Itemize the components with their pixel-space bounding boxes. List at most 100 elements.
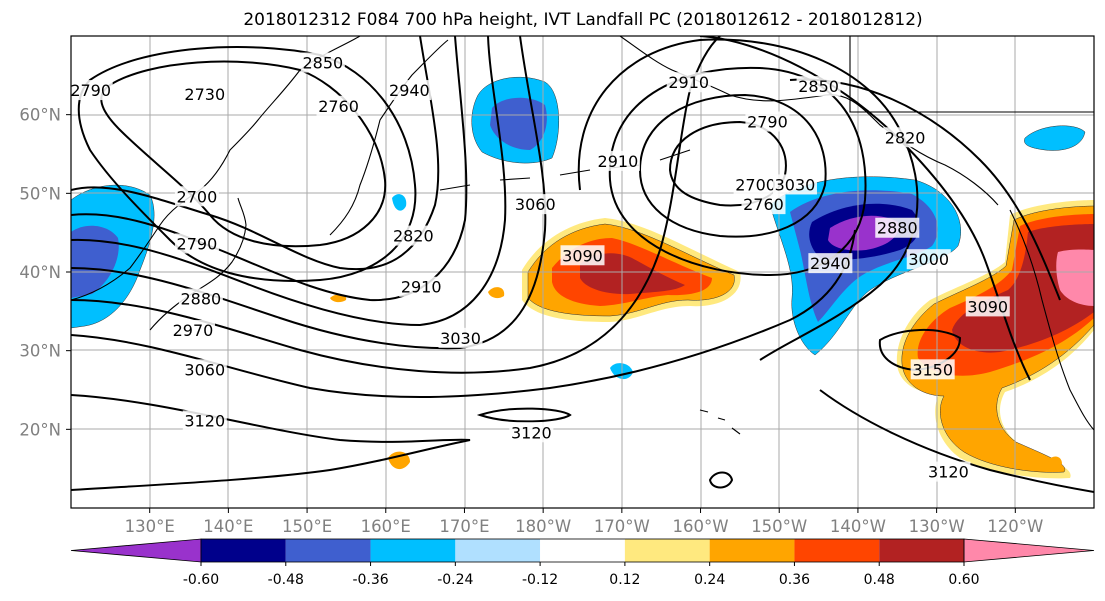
contour-label-bg: [883, 127, 928, 148]
contour-label-bg: [182, 359, 227, 380]
colorbar-tick-label: 0.48: [864, 572, 895, 588]
colorbar-segment: [879, 539, 964, 562]
ivt-positive-region: [1048, 456, 1062, 467]
contour-label: 3060: [515, 195, 556, 214]
contour-label-bg: [182, 84, 227, 104]
map-area: 2790 2730 2850 2760 2940 2700 2790 2880 2970 2820…: [70, 36, 1094, 508]
lon-tick-label: 150°E: [282, 517, 332, 536]
colorbar-segment: [794, 539, 880, 562]
lat-tick-label: 50°N: [19, 184, 61, 203]
contour-label: 2880: [877, 219, 918, 238]
colorbar-segment: [285, 539, 371, 562]
lat-tick-label: 60°N: [19, 106, 61, 125]
contour-label: 2850: [798, 77, 839, 96]
colorbar-tick-label: -0.12: [522, 572, 558, 588]
hawaii-islands: [699, 409, 741, 435]
contour-label: 2910: [401, 278, 442, 297]
lon-tick-label: 160°W: [673, 517, 729, 536]
colorbar-tick-label: 0.24: [694, 572, 725, 588]
contour-label-bg: [316, 95, 361, 116]
ivt-negative-region: [392, 194, 407, 211]
contour-label-bg: [808, 253, 853, 274]
contour-label-bg: [906, 249, 951, 270]
canada-border: [849, 36, 1094, 113]
contour-label: 2790: [70, 81, 111, 100]
contour-label: 3060: [184, 360, 225, 379]
contour-label-bg: [391, 225, 436, 246]
height-contour: [789, 78, 1061, 301]
ivt-positive-region: [388, 451, 410, 470]
contour-label: 2940: [389, 81, 430, 100]
contour-label-bg: [170, 320, 215, 340]
contour-label: 2790: [177, 234, 218, 253]
contour-label: 2850: [302, 54, 343, 73]
contour-label: 2760: [743, 195, 784, 214]
lat-tick-label: 20°N: [19, 420, 61, 439]
contour-label-bg: [174, 233, 219, 254]
contour-label: 3120: [928, 463, 969, 482]
height-contour: [71, 36, 507, 327]
colorbar-segment: [201, 539, 286, 562]
contour-label-bg: [796, 76, 841, 97]
longitude-labels: 130°E 140°E 150°E 160°E 170°E 180°W 170°W 160°W…: [125, 508, 1043, 536]
ivt-shading: [71, 76, 1094, 479]
height-contour: [878, 329, 962, 372]
ivt-positive-region: [580, 253, 685, 295]
colorbar-frame: [200, 538, 965, 563]
colorbar: -0.60 -0.48 -0.36 -0.24 -0.12 0.12 0.24 0.36 0.4…: [70, 538, 1095, 588]
contour-label: 2820: [885, 128, 926, 147]
lon-tick-label: 130°W: [909, 517, 965, 536]
lon-tick-label: 140°W: [830, 517, 886, 536]
asia-coastline: [71, 36, 361, 301]
colorbar-tick-label: 0.36: [779, 572, 810, 588]
contour-label-bg: [509, 422, 554, 443]
height-contour: [638, 93, 827, 238]
height-contour: [100, 60, 387, 248]
lat-tick-label: 30°N: [19, 342, 61, 361]
lon-tick-label: 150°W: [751, 517, 807, 536]
height-contour: [577, 38, 919, 361]
height-contour: [476, 407, 572, 423]
contour-label-bg: [741, 194, 786, 215]
contour-label-bg: [182, 410, 227, 431]
colorbar-tick-label: -0.36: [352, 572, 388, 588]
ivt-positive-region: [330, 294, 347, 303]
height-contour: [77, 46, 417, 282]
lon-tick-label: 160°E: [361, 517, 411, 536]
contour-label-bg: [399, 276, 444, 297]
lon-tick-label: 170°E: [439, 517, 489, 536]
kamchatka-coastline: [329, 39, 449, 236]
contour-label: 3120: [184, 411, 225, 430]
contour-label-bg: [71, 80, 113, 101]
contour-label-bg: [387, 80, 432, 101]
contour-label-bg: [666, 72, 711, 93]
colorbar-segment: [370, 539, 456, 562]
colorbar-extend-low: [70, 538, 202, 563]
contour-label: 2910: [598, 152, 639, 171]
contour-label: 3150: [912, 360, 953, 379]
height-contour: [71, 36, 468, 302]
contour-label: 2790: [747, 113, 788, 132]
lon-tick-label: 130°E: [125, 517, 175, 536]
contour-label-bg: [174, 186, 219, 207]
colorbar-tick-label: -0.60: [183, 572, 219, 588]
figure-title: 2018012312 F084 700 hPa height, IVT Land…: [243, 10, 922, 30]
contour-label: 2910: [668, 73, 709, 92]
height-contour: [708, 471, 734, 489]
contour-label: 3090: [967, 297, 1008, 316]
height-contour: [71, 36, 721, 374]
colorbar-tick-label: -0.24: [437, 572, 473, 588]
contour-label: 3030: [775, 175, 816, 194]
colorbar-tick-label: 0.12: [609, 572, 640, 588]
contour-label: 2880: [180, 290, 221, 309]
contour-label: 2760: [318, 97, 359, 116]
contour-label-bg: [560, 245, 605, 266]
contour-label: 3000: [908, 250, 949, 269]
japan-coastline: [149, 197, 247, 331]
contour-label: 2970: [173, 321, 214, 340]
ivt-positive-region: [488, 287, 505, 299]
colorbar-extend-high: [963, 538, 1095, 563]
contour-label-bg: [438, 327, 483, 348]
lat-tick-label: 40°N: [19, 263, 61, 282]
